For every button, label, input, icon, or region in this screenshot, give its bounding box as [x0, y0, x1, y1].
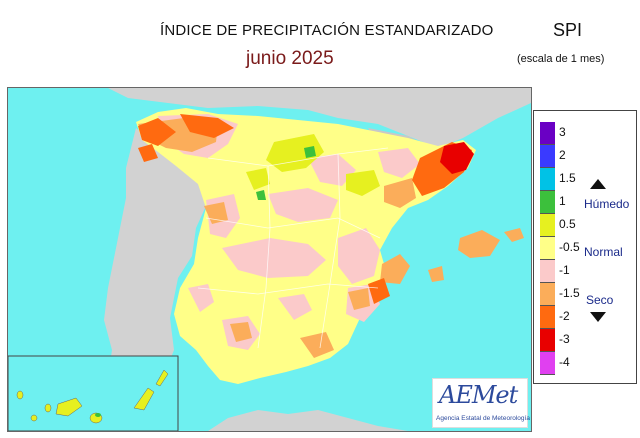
legend-swatch: [540, 260, 555, 283]
aemet-logo: AEMet Agencia Estatal de Meteorología: [432, 378, 530, 428]
logo-name: AEMet: [439, 381, 518, 409]
spi-map: [7, 87, 532, 432]
canary-islands: [16, 369, 169, 424]
logo-tagline: Agencia Estatal de Meteorología: [436, 415, 530, 422]
legend-tick-label: -1: [559, 263, 570, 277]
very-wet-areas: [256, 146, 316, 200]
category-normal: Normal: [584, 245, 623, 259]
africa-land: [208, 410, 408, 431]
spi-legend: 3 2 1.5 1 0.5 -0.5 -1 -1.5 -2 -3 -4 Húmedo Normal …: [533, 110, 637, 384]
map-title: ÍNDICE DE PRECIPITACIÓN ESTANDARIZADO: [160, 22, 494, 39]
index-name: SPI: [553, 20, 583, 40]
map-period: junio 2025: [246, 48, 334, 69]
legend-swatch: [540, 283, 555, 306]
legend-swatch: [540, 214, 555, 237]
france-land: [108, 88, 531, 148]
legend-tick-label: 1.5: [559, 171, 576, 185]
legend-swatch: [540, 306, 555, 329]
legend-tick-label: -0.5: [559, 240, 580, 254]
legend-swatch: [540, 168, 555, 191]
legend-tick-label: -3: [559, 332, 570, 346]
legend-color-bar: [540, 122, 555, 375]
arrow-up-icon: [590, 179, 606, 189]
legend-tick-label: 1: [559, 194, 566, 208]
region-borders: [197, 147, 389, 349]
legend-swatch: [540, 191, 555, 214]
legend-tick-label: -2: [559, 309, 570, 323]
legend-swatch: [540, 145, 555, 168]
legend-tick-label: -1.5: [559, 286, 580, 300]
wet-areas: [246, 134, 380, 196]
arrow-down-icon: [590, 312, 606, 322]
legend-tick-label: 2: [559, 148, 566, 162]
portugal-land: [104, 128, 206, 400]
category-wet: Húmedo: [584, 197, 630, 211]
legend-swatch: [540, 329, 555, 352]
index-scale: (escala de 1 mes): [517, 53, 605, 65]
balearic-islands: [428, 228, 524, 282]
legend-swatch: [540, 122, 555, 145]
legend-tick-label: 3: [559, 125, 566, 139]
legend-swatch: [540, 237, 555, 260]
extreme-dry-area: [440, 142, 474, 174]
legend-tick-label: 0.5: [559, 217, 576, 231]
legend-tick-label: -4: [559, 355, 570, 369]
category-dry: Seco: [586, 293, 614, 307]
legend-swatch: [540, 352, 555, 375]
